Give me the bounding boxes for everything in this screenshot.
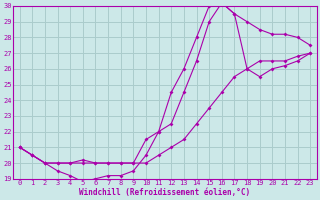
X-axis label: Windchill (Refroidissement éolien,°C): Windchill (Refroidissement éolien,°C) [79,188,251,197]
